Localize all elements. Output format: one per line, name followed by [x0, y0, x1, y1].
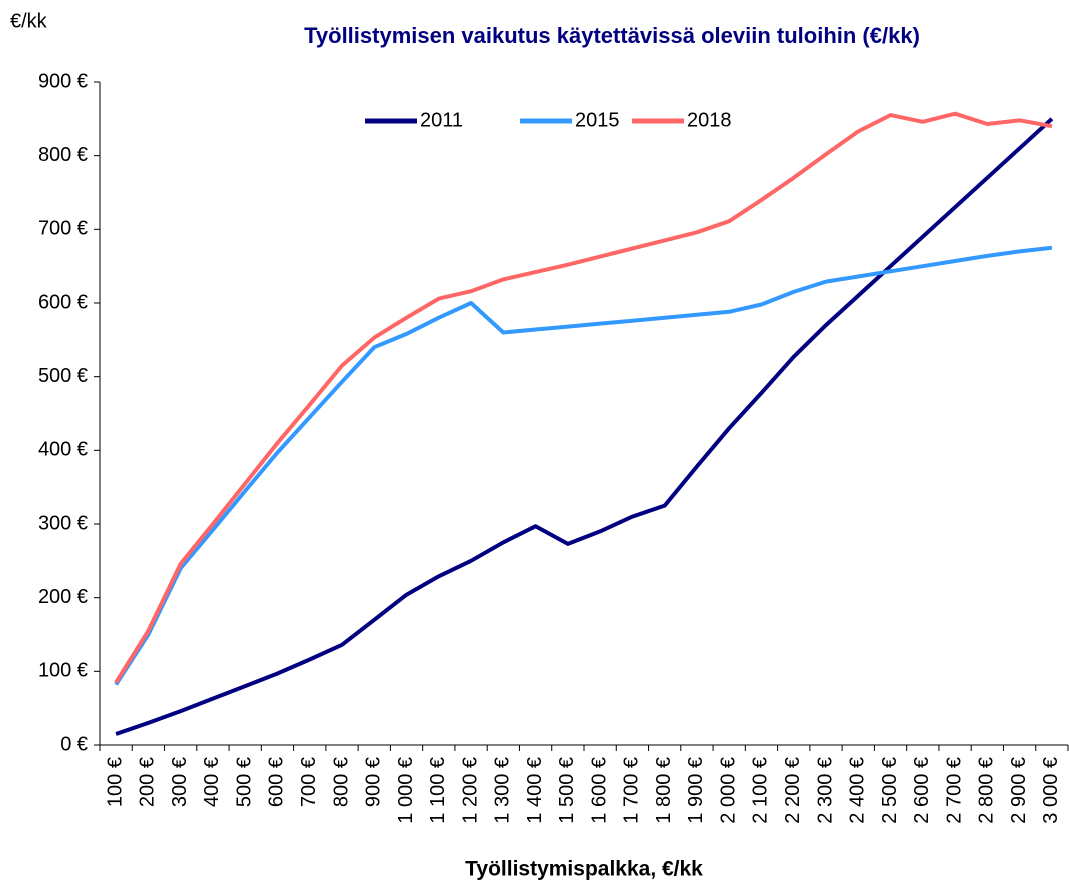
y-tick-label: 700 €	[38, 218, 88, 240]
chart-title: Työllistymisen vaikutus käytettävissä ol…	[304, 23, 920, 48]
x-tick-label: 800 €	[330, 757, 352, 807]
x-tick-label: 1 400 €	[524, 757, 546, 824]
x-tick-label: 2 400 €	[847, 757, 869, 824]
x-tick-label: 2 700 €	[943, 757, 965, 824]
x-tick-label: 2 900 €	[1008, 757, 1030, 824]
x-tick-label: 2 300 €	[814, 757, 836, 824]
x-tick-label: 2 800 €	[976, 757, 998, 824]
x-tick-label: 1 300 €	[492, 757, 514, 824]
y-tick-label: 800 €	[38, 144, 88, 166]
x-tick-label: 1 600 €	[588, 757, 610, 824]
x-tick-label: 1 900 €	[685, 757, 707, 824]
x-tick-label: 1 700 €	[621, 757, 643, 824]
x-tick-label: 1 100 €	[427, 757, 449, 824]
series-line	[114, 111, 1053, 684]
y-tick-label: 200 €	[38, 586, 88, 608]
legend-label: 2011	[420, 109, 463, 131]
y-tick-label: 100 €	[38, 660, 88, 682]
x-tick-label: 600 €	[266, 757, 288, 807]
x-tick-label: 2 600 €	[911, 757, 933, 824]
x-tick-label: 100 €	[104, 757, 126, 807]
y-tick-label: 900 €	[38, 70, 88, 92]
x-tick-label: 900 €	[363, 757, 385, 807]
series-line	[115, 117, 1054, 736]
x-tick-label: 2 000 €	[717, 757, 739, 824]
y-tick-label: 0 €	[60, 733, 88, 755]
x-tick-label: 300 €	[169, 757, 191, 807]
x-tick-label: 3 000 €	[1040, 757, 1062, 824]
x-tick-label: 2 500 €	[879, 757, 901, 824]
y-tick-label: 400 €	[38, 439, 88, 461]
x-tick-label: 200 €	[137, 757, 159, 807]
y-tick-label: 300 €	[38, 512, 88, 534]
x-tick-label: 2 200 €	[782, 757, 804, 824]
legend-label: 2018	[687, 109, 732, 131]
x-tick-label: 400 €	[201, 757, 223, 807]
x-tick-label: 1 800 €	[653, 757, 675, 824]
y-axis-label: €/kk	[10, 10, 48, 32]
x-axis-label: Työllistymispalkka, €/kk	[465, 858, 703, 881]
legend-label: 2015	[575, 109, 620, 131]
y-tick-label: 600 €	[38, 291, 88, 313]
series-line	[114, 245, 1053, 686]
x-tick-label: 1 500 €	[556, 757, 578, 824]
x-tick-label: 500 €	[233, 757, 255, 807]
x-tick-label: 1 000 €	[395, 757, 417, 824]
y-tick-label: 500 €	[38, 365, 88, 387]
x-tick-label: 2 100 €	[750, 757, 772, 824]
x-tick-label: 700 €	[298, 757, 320, 807]
x-tick-label: 1 200 €	[459, 757, 481, 824]
